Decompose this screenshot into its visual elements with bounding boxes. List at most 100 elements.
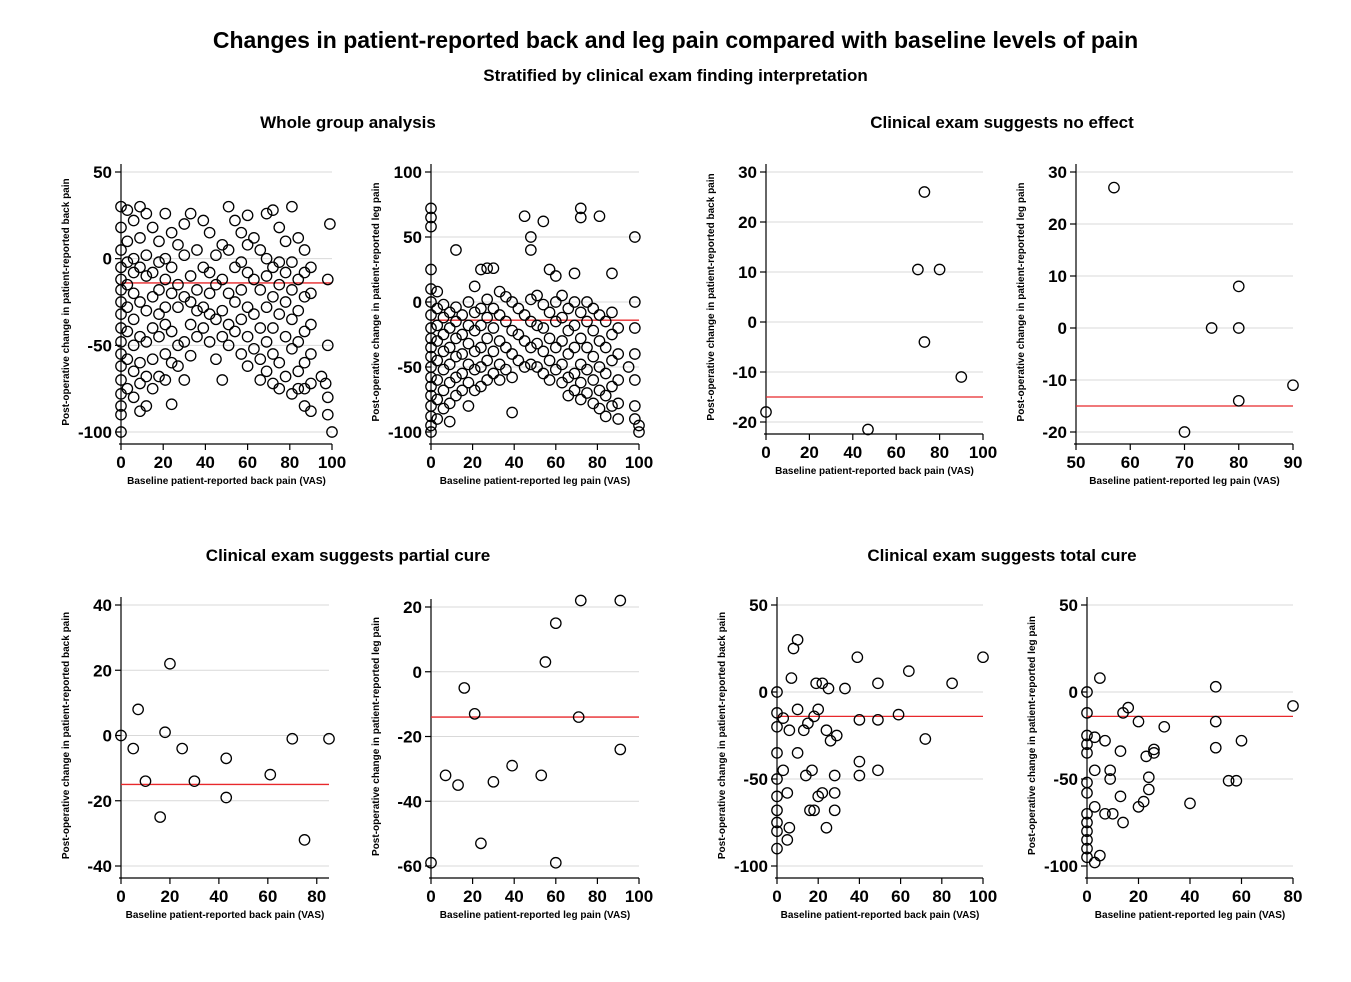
data-point	[537, 322, 550, 334]
y-tick-label: 0	[1069, 683, 1078, 702]
y-tick-label: -20	[1042, 423, 1067, 442]
group-title-no-effect: Clinical exam suggests no effect	[870, 113, 1134, 132]
data-point	[872, 713, 884, 726]
data-point	[506, 324, 518, 337]
data-point	[273, 382, 286, 395]
data-point	[115, 200, 127, 213]
chart-subtitle: Stratified by clinical exam finding inte…	[483, 66, 868, 85]
data-point	[456, 367, 469, 380]
data-point	[134, 232, 146, 244]
x-tick-label: 80	[307, 887, 326, 906]
data-point	[493, 335, 506, 347]
data-point	[425, 211, 437, 224]
data-point	[1287, 379, 1299, 392]
x-tick-label: 20	[800, 443, 819, 462]
data-point	[828, 787, 841, 799]
data-point	[946, 677, 958, 690]
data-point	[506, 406, 518, 419]
data-point	[556, 311, 568, 324]
x-tick-label: 90	[1284, 453, 1303, 472]
data-point	[853, 755, 866, 768]
data-point	[562, 348, 575, 360]
data-point	[531, 337, 543, 350]
y-tick-label: 0	[413, 663, 422, 682]
x-tick-label: 60	[258, 887, 277, 906]
data-point	[599, 341, 612, 354]
data-point	[462, 296, 475, 308]
data-point	[458, 682, 471, 694]
data-point	[633, 426, 645, 438]
data-point	[777, 764, 790, 777]
data-point	[127, 252, 140, 265]
data-point	[777, 712, 790, 724]
data-point	[1081, 738, 1093, 751]
data-point	[562, 371, 575, 384]
data-point	[146, 382, 159, 395]
data-point	[121, 325, 134, 338]
data-point	[804, 804, 816, 817]
data-point	[241, 360, 254, 372]
y-tick-label: -100	[734, 857, 768, 876]
data-point	[512, 354, 525, 367]
data-point	[919, 733, 932, 745]
data-point	[172, 339, 184, 352]
data-point	[305, 377, 317, 390]
data-point	[628, 231, 641, 243]
data-point	[500, 315, 512, 328]
data-point	[115, 322, 127, 334]
data-point	[487, 302, 500, 315]
data-point	[791, 747, 804, 759]
data-point	[439, 769, 452, 782]
data-point	[1081, 729, 1093, 742]
data-point	[1142, 771, 1155, 784]
data-point	[537, 345, 550, 358]
plot-no-effect-back: -20 -10 0 10 20 30 0 20 40 60 80 100 Baseline patien…	[706, 163, 997, 477]
data-point	[254, 374, 267, 386]
x-axis-label: Baseline patient-reported back pain (VAS…	[127, 476, 326, 487]
data-point	[260, 270, 273, 282]
data-point	[1232, 394, 1245, 407]
data-point	[1209, 715, 1222, 728]
data-point	[612, 322, 625, 334]
data-point	[292, 382, 305, 395]
data-point	[286, 256, 298, 268]
data-point	[543, 306, 556, 319]
data-point	[628, 400, 641, 412]
data-point	[535, 769, 548, 782]
data-point	[549, 617, 562, 630]
data-point	[298, 400, 311, 412]
data-point	[574, 306, 587, 319]
data-point	[1099, 734, 1111, 747]
data-point	[305, 318, 317, 331]
data-point	[1205, 322, 1218, 334]
data-point	[812, 790, 825, 803]
data-point	[524, 244, 537, 256]
data-point	[443, 341, 456, 354]
data-point	[593, 210, 606, 223]
y-tick-label: 50	[749, 596, 768, 615]
plot-partial-back: -40 -20 0 20 40 0 20 40 60 80 Baseline patient-rep…	[61, 596, 335, 921]
data-point	[543, 263, 556, 276]
data-point	[771, 773, 783, 785]
data-point	[1235, 734, 1248, 747]
data-point	[1081, 686, 1093, 698]
data-point	[197, 214, 210, 227]
data-point	[184, 270, 197, 282]
x-tick-label: 80	[280, 453, 299, 472]
data-point	[191, 304, 203, 317]
data-point	[549, 856, 562, 869]
data-point	[254, 353, 267, 366]
data-point	[1132, 715, 1145, 728]
group-title-whole: Whole group analysis	[260, 113, 436, 132]
data-point	[431, 285, 444, 298]
data-point	[197, 301, 210, 314]
data-point	[235, 226, 248, 239]
data-point	[425, 419, 437, 432]
data-point	[140, 270, 153, 282]
data-point	[431, 354, 444, 367]
data-point	[260, 252, 273, 265]
data-point	[581, 296, 593, 308]
data-point	[450, 301, 462, 314]
data-point	[191, 284, 203, 296]
